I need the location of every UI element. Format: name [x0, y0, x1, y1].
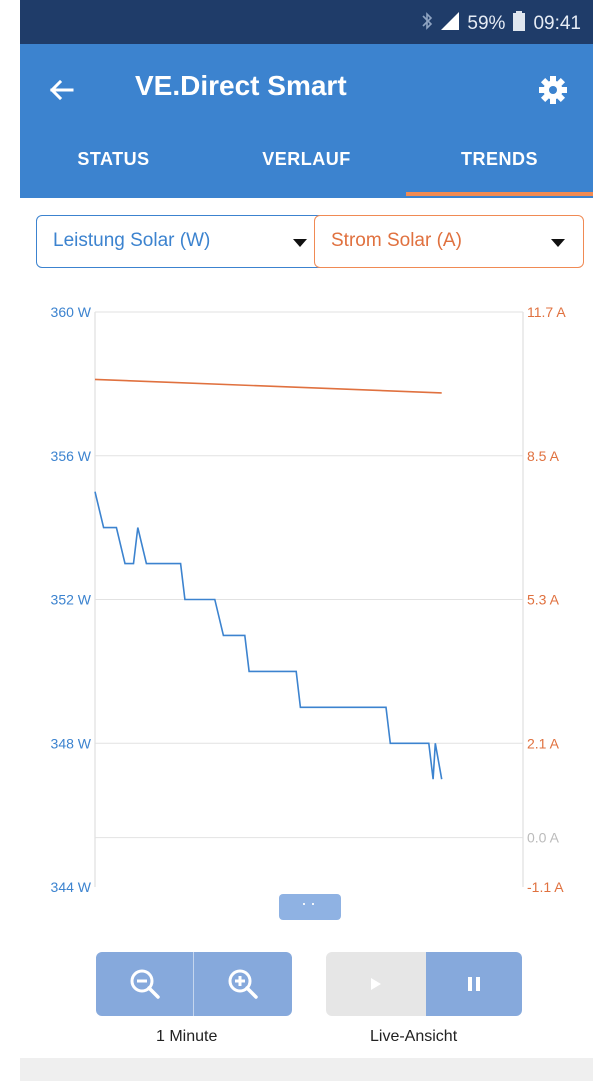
- page-title: VE.Direct Smart: [135, 70, 347, 101]
- left-tick-label: 352 W: [51, 592, 92, 608]
- battery-percent: 59%: [467, 13, 506, 34]
- left-series-value: Leistung Solar (W): [53, 230, 211, 251]
- more-dots-icon: ··: [301, 893, 319, 913]
- chevron-down-icon: [551, 239, 565, 247]
- left-tick-label: 348 W: [51, 735, 92, 751]
- right-tick-label: 11.7 A: [527, 304, 566, 320]
- pause-button[interactable]: [426, 952, 522, 1016]
- signal-icon: [441, 12, 460, 36]
- current-series-line: [94, 378, 442, 394]
- right-tick-label: 8.5 A: [527, 448, 560, 464]
- left-tick-label: 360 W: [51, 304, 92, 320]
- app-bar: VE.Direct Smart STATUS VERLAUF TRENDS: [20, 44, 593, 198]
- chevron-down-icon: [293, 239, 307, 247]
- tab-trends[interactable]: TRENDS: [460, 149, 538, 169]
- power-series-line: [94, 491, 443, 780]
- zoom-in-button[interactable]: [194, 952, 292, 1016]
- pause-icon: [468, 977, 480, 991]
- right-series-value: Strom Solar (A): [331, 230, 462, 251]
- trend-chart[interactable]: 360 W 356 W 352 W 348 W 344 W 11.7 A 8.5 A 5.3 …: [20, 290, 593, 920]
- right-tick-label: 5.3 A: [527, 592, 560, 608]
- right-series-select[interactable]: Strom Solar (A): [314, 215, 584, 268]
- play-button[interactable]: [326, 952, 426, 1016]
- active-tab-indicator: [406, 192, 593, 196]
- bluetooth-icon: [421, 12, 433, 36]
- left-tick-label: 344 W: [51, 879, 92, 895]
- zoom-in-icon: [228, 969, 258, 999]
- bottom-bar: [20, 1058, 593, 1081]
- right-tick-label: 2.1 A: [527, 735, 560, 751]
- app-screen: 59% 09:41 VE.Direct Smart: [20, 0, 593, 1081]
- chart-expand-handle[interactable]: ··: [279, 894, 341, 920]
- right-tick-label: -1.1 A: [527, 879, 564, 895]
- gear-icon: [539, 76, 567, 104]
- clock: 09:41: [533, 13, 581, 34]
- zoom-level-label: 1 Minute: [156, 1028, 218, 1045]
- zoom-out-icon: [130, 969, 160, 999]
- arrow-left-icon: [49, 79, 74, 101]
- play-icon: [371, 978, 381, 990]
- tab-verlauf[interactable]: VERLAUF: [262, 149, 351, 169]
- battery-icon: [513, 11, 526, 37]
- back-button[interactable]: [42, 70, 82, 110]
- left-series-select[interactable]: Leistung Solar (W): [36, 215, 326, 268]
- zoom-out-button[interactable]: [96, 952, 194, 1016]
- tab-status[interactable]: STATUS: [77, 149, 150, 169]
- live-view-label: Live-Ansicht: [370, 1028, 458, 1045]
- settings-button[interactable]: [533, 70, 573, 110]
- left-tick-label: 356 W: [51, 448, 92, 464]
- status-bar: 59% 09:41: [20, 0, 593, 44]
- status-icons: 59% 09:41: [421, 11, 581, 37]
- right-tick-label: 0.0 A: [527, 830, 560, 846]
